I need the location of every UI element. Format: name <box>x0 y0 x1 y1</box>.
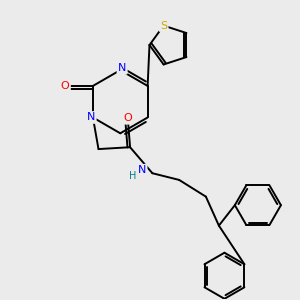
Text: N: N <box>118 63 126 73</box>
Text: S: S <box>160 21 167 31</box>
Text: N: N <box>138 165 146 175</box>
Text: O: O <box>61 81 69 91</box>
Text: O: O <box>124 113 133 123</box>
Text: H: H <box>129 171 137 181</box>
Text: N: N <box>87 112 95 122</box>
